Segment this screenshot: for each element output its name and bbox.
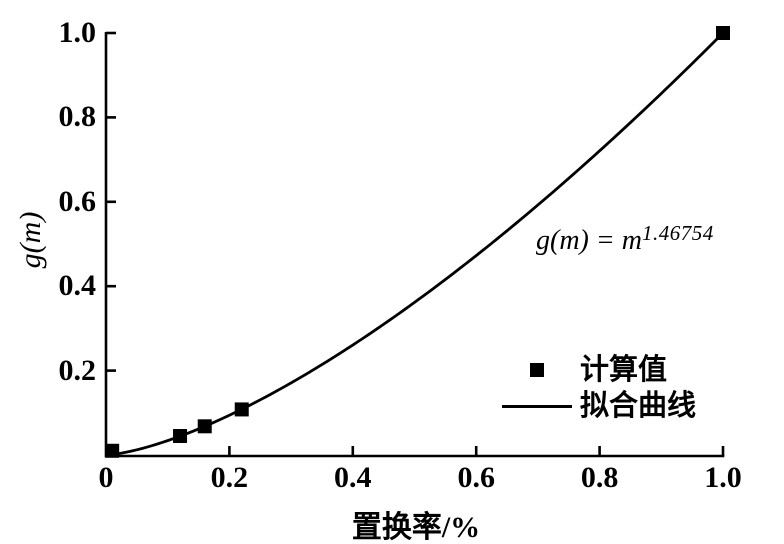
x-tick-label: 0.2 — [210, 461, 249, 494]
legend-item-fit-curve: 拟合曲线 — [501, 388, 696, 424]
legend-label: 计算值 — [580, 354, 668, 386]
y-tick-label: 0.8 — [58, 100, 97, 134]
data-point-marker — [716, 26, 730, 40]
y-tick-label: 0.6 — [58, 184, 97, 218]
x-axis-title: 置换率/% — [351, 511, 481, 544]
x-tick-label: 0.6 — [457, 461, 495, 494]
legend-swatch — [501, 363, 573, 377]
y-tick-label: 0.4 — [58, 269, 97, 303]
square-marker-icon — [530, 363, 544, 377]
y-axis-title: g(m) — [14, 211, 47, 269]
legend-item-calculated-values: 计算值 — [501, 352, 696, 388]
legend: 计算值 拟合曲线 — [501, 352, 696, 424]
data-point-marker — [105, 443, 120, 458]
legend-label: 拟合曲线 — [580, 390, 697, 422]
x-tick-label: 0.4 — [334, 461, 372, 494]
legend-swatch — [501, 404, 573, 408]
x-tick-label: 1.0 — [704, 461, 742, 494]
equation-base: g(m) = m — [536, 225, 642, 256]
y-tick-label: 0.2 — [58, 353, 97, 387]
equation-exponent: 1.46754 — [641, 221, 714, 245]
data-point-marker — [234, 402, 249, 417]
line-swatch-icon — [502, 404, 572, 408]
data-point-marker — [173, 429, 188, 444]
x-tick-label: 0 — [98, 461, 114, 494]
x-tick-label: 0.8 — [580, 461, 619, 494]
y-tick-label: 1.0 — [58, 16, 97, 49]
data-point-marker — [197, 419, 212, 434]
fit-equation-annotation: g(m) = m1.46754 — [536, 221, 714, 257]
